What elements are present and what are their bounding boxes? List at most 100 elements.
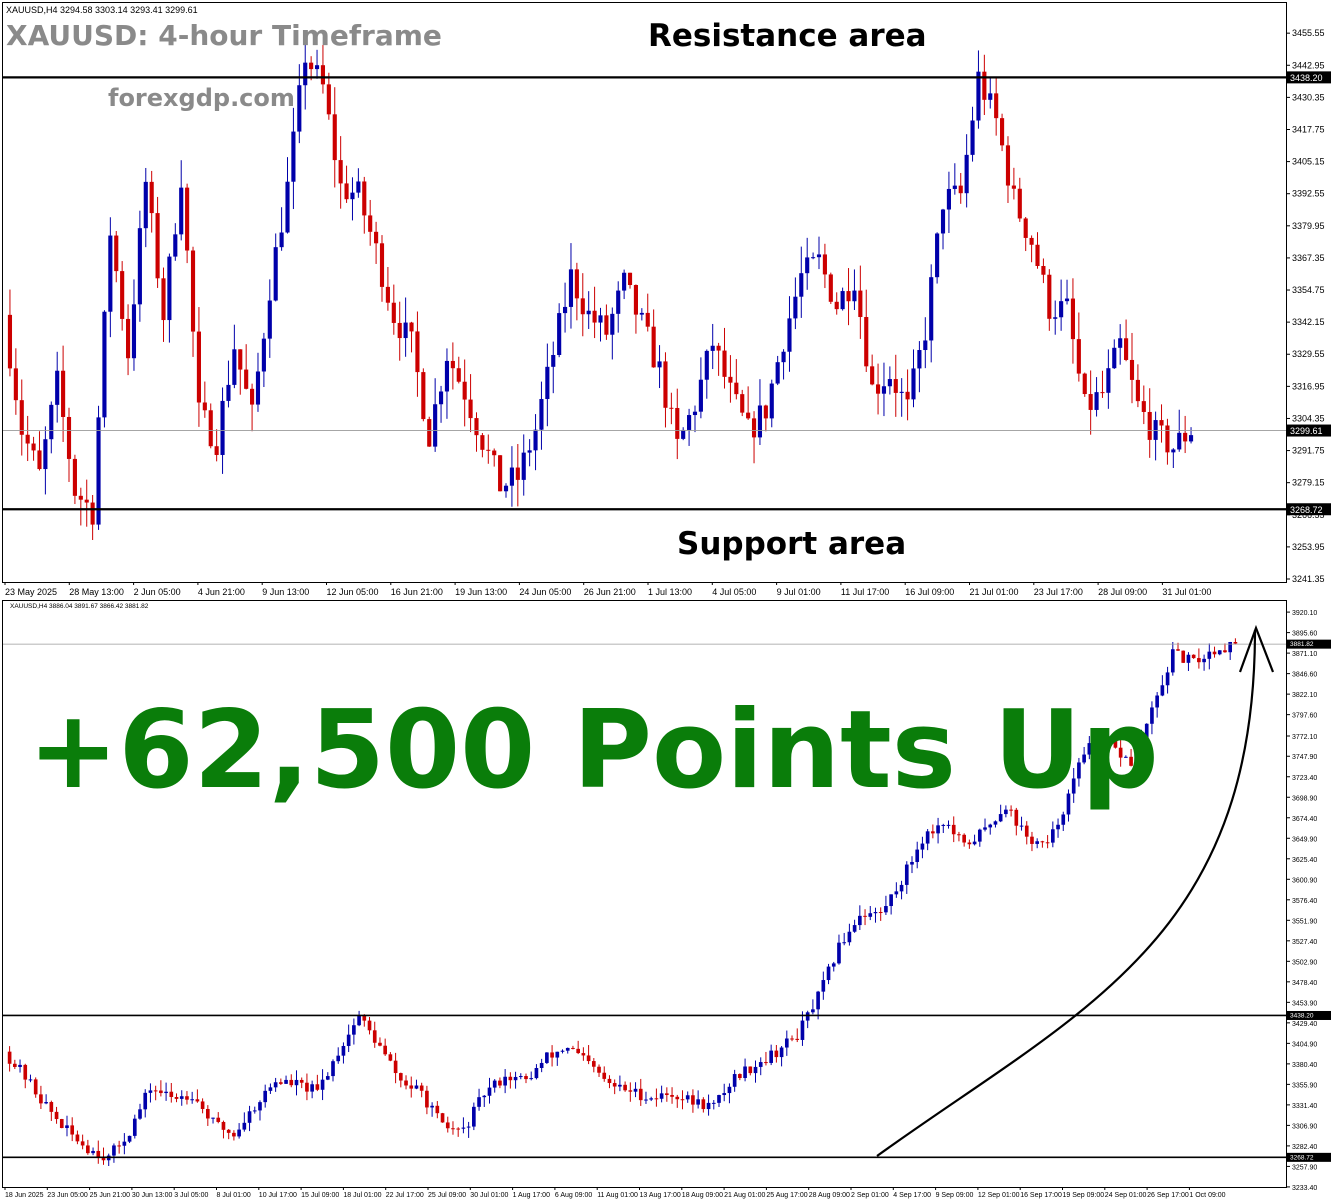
candle-body: [336, 1055, 341, 1062]
candle-body: [179, 1096, 184, 1099]
y-tick-label: 3233.40: [1292, 1185, 1317, 1192]
candle-body: [952, 185, 957, 189]
candle-body: [415, 331, 420, 373]
candle-body: [1011, 185, 1016, 189]
candle-body: [884, 906, 888, 913]
candle-body: [550, 1052, 554, 1058]
candle-body: [112, 1145, 116, 1156]
candle-body: [1129, 756, 1133, 766]
candle-body: [685, 1095, 690, 1100]
y-tick-label: 3871.10: [1292, 651, 1317, 658]
x-tick-label: 1 Aug 17:00: [513, 1192, 550, 1199]
candle-body: [805, 257, 810, 274]
candle-body: [451, 1128, 455, 1130]
x-tick-label: 1 Oct 09:00: [1189, 1192, 1225, 1199]
y-tick-label: 3430.35: [1292, 92, 1325, 102]
candle-body: [539, 399, 544, 430]
candle-body: [586, 1055, 591, 1062]
y-tick-label: 3429.40: [1292, 1021, 1317, 1028]
candle-body: [846, 291, 851, 302]
candle-body: [993, 821, 998, 825]
x-tick-label: 22 Jul 17:00: [386, 1192, 424, 1199]
candle-body: [826, 966, 831, 981]
y-tick-label: 3331.40: [1292, 1103, 1317, 1110]
candle-body: [727, 1086, 732, 1094]
candle-body: [273, 247, 278, 301]
candle-body: [638, 1088, 643, 1101]
candle-body: [480, 435, 485, 450]
candle-body: [616, 290, 621, 314]
candle-body: [153, 1090, 158, 1092]
candle-body: [722, 1093, 727, 1096]
candle-body: [7, 314, 13, 369]
candle-body: [1228, 641, 1233, 653]
candle-body: [450, 360, 455, 369]
candle-body: [294, 1079, 299, 1086]
y-tick-label: 3527.40: [1292, 939, 1317, 946]
candle-body: [468, 399, 473, 419]
candle-body: [12, 1063, 17, 1067]
candle-body: [1094, 392, 1099, 410]
candle-body: [263, 1090, 268, 1103]
candle-body: [651, 326, 656, 368]
candle-body: [940, 209, 946, 234]
candle-body: [681, 429, 686, 439]
candle-body: [430, 1105, 434, 1108]
candle-body: [7, 1051, 12, 1064]
candle-body: [840, 291, 845, 310]
candle-body: [84, 499, 89, 503]
y-tick-label: 3282.40: [1292, 1144, 1317, 1151]
price-tag-box: [1287, 503, 1331, 516]
candle-body: [1113, 740, 1118, 748]
x-tick-label: 23 Jun 05:00: [47, 1192, 88, 1199]
candle-body: [1118, 747, 1123, 758]
candle-body: [474, 418, 479, 436]
candle-body: [1144, 723, 1149, 738]
candle-body: [508, 1076, 513, 1081]
candle-body: [665, 1093, 669, 1095]
candle-body: [923, 340, 928, 351]
x-tick-label: 28 May 13:00: [69, 587, 124, 597]
x-tick-label: 9 Jun 13:00: [262, 587, 309, 597]
candle-body: [66, 416, 72, 459]
candle-body: [59, 1119, 64, 1129]
y-tick-label: 3257.90: [1292, 1164, 1317, 1171]
candle-body: [842, 942, 847, 944]
x-tick-label: 25 Jun 21:00: [90, 1192, 131, 1199]
y-tick-label: 3600.90: [1292, 877, 1317, 884]
price-tag-box: [1287, 639, 1331, 649]
x-tick-label: 16 Jun 21:00: [391, 587, 443, 597]
candle-body: [1197, 658, 1201, 663]
candle-body: [1150, 707, 1154, 724]
candle-body: [604, 315, 609, 335]
candle-body: [1155, 695, 1159, 708]
candle-body: [440, 1113, 445, 1123]
candle-body: [284, 1079, 288, 1084]
candle-body: [680, 1099, 685, 1101]
candle-body: [372, 1030, 377, 1043]
candle-body: [477, 1097, 481, 1107]
x-tick-label: 6 Aug 09:00: [555, 1192, 592, 1199]
candle-body: [173, 234, 178, 257]
x-tick-label: 10 Jul 17:00: [259, 1192, 297, 1199]
candle-body: [205, 1108, 210, 1119]
candle-body: [633, 1088, 638, 1092]
candle-body: [1106, 368, 1111, 393]
candle-body: [580, 298, 585, 315]
y-tick-label: 3822.10: [1292, 692, 1317, 699]
candle-body: [120, 271, 125, 319]
candle-body: [388, 1054, 393, 1061]
candle-body: [461, 1127, 466, 1129]
candle-body: [894, 891, 899, 895]
candle-body: [190, 1099, 194, 1101]
candle-body: [1019, 825, 1024, 827]
candle-body: [1212, 651, 1217, 655]
candle-body: [252, 1110, 257, 1112]
candle-body: [1147, 411, 1152, 440]
candle-body: [687, 415, 692, 430]
candle-body: [214, 446, 219, 455]
x-tick-label: 30 Jul 01:00: [470, 1192, 508, 1199]
candle-body: [108, 235, 113, 312]
candle-body: [1188, 435, 1194, 442]
candle-body: [998, 814, 1003, 822]
